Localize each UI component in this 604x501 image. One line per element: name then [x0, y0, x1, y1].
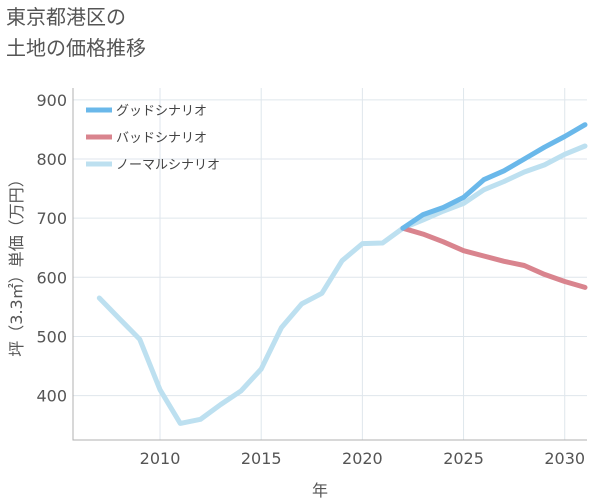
x-tick-label: 2025 — [443, 449, 484, 468]
chart-title-line-2: 土地の価格推移 — [6, 36, 146, 60]
y-tick-label: 400 — [36, 387, 67, 406]
y-tick-label: 600 — [36, 268, 67, 287]
legend-label: ノーマルシナリオ — [116, 158, 220, 173]
chart-title: 東京都港区の 土地の価格推移 — [6, 2, 146, 64]
y-tick-label: 700 — [36, 209, 67, 228]
x-tick-label: 2010 — [140, 449, 181, 468]
y-tick-label: 900 — [36, 91, 67, 110]
x-tick-label: 2020 — [342, 449, 383, 468]
series-line — [400, 225, 588, 290]
y-tick-label: 800 — [36, 150, 67, 169]
series-line — [400, 122, 588, 231]
x-axis-label: 年 — [312, 481, 328, 500]
axis-frame — [72, 88, 587, 441]
x-tick-label: 2030 — [544, 449, 585, 468]
chart-title-line-1: 東京都港区の — [6, 5, 126, 29]
y-tick-label: 500 — [36, 327, 67, 346]
series-line — [96, 143, 588, 426]
legend-label: グッドシナリオ — [116, 104, 207, 119]
y-axis-label: 坪（3.3㎡）単価（万円） — [7, 171, 26, 356]
legend-label: バッドシナリオ — [116, 131, 207, 146]
x-tick-label: 2015 — [241, 449, 282, 468]
